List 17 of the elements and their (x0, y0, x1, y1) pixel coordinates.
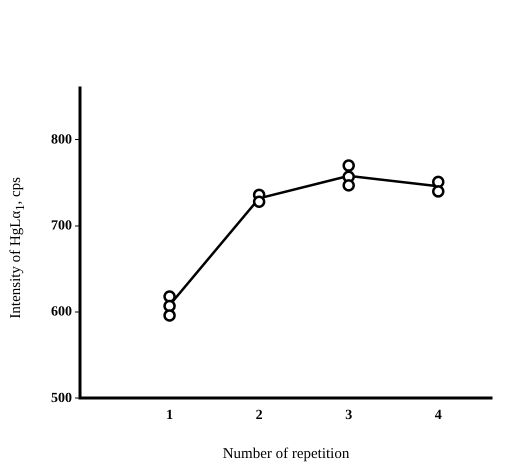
point (252, 195, 266, 208)
point (342, 159, 355, 172)
y-tick-label: 800 (51, 132, 72, 148)
x-tick-label: 2 (256, 408, 263, 424)
point (163, 309, 176, 322)
x-axis-title: Number of repetition (222, 446, 350, 462)
y-tick-label: 600 (51, 304, 72, 320)
x-tick-label: 1 (166, 408, 174, 424)
point (163, 290, 176, 303)
point (342, 179, 355, 192)
x-tick-label: 3 (345, 408, 352, 424)
x-tick-label: 4 (434, 408, 442, 424)
point (163, 300, 176, 312)
y-tick-label: 500 (51, 390, 72, 406)
point (432, 185, 445, 198)
y-tick-label: 700 (51, 218, 72, 234)
point (432, 176, 445, 188)
